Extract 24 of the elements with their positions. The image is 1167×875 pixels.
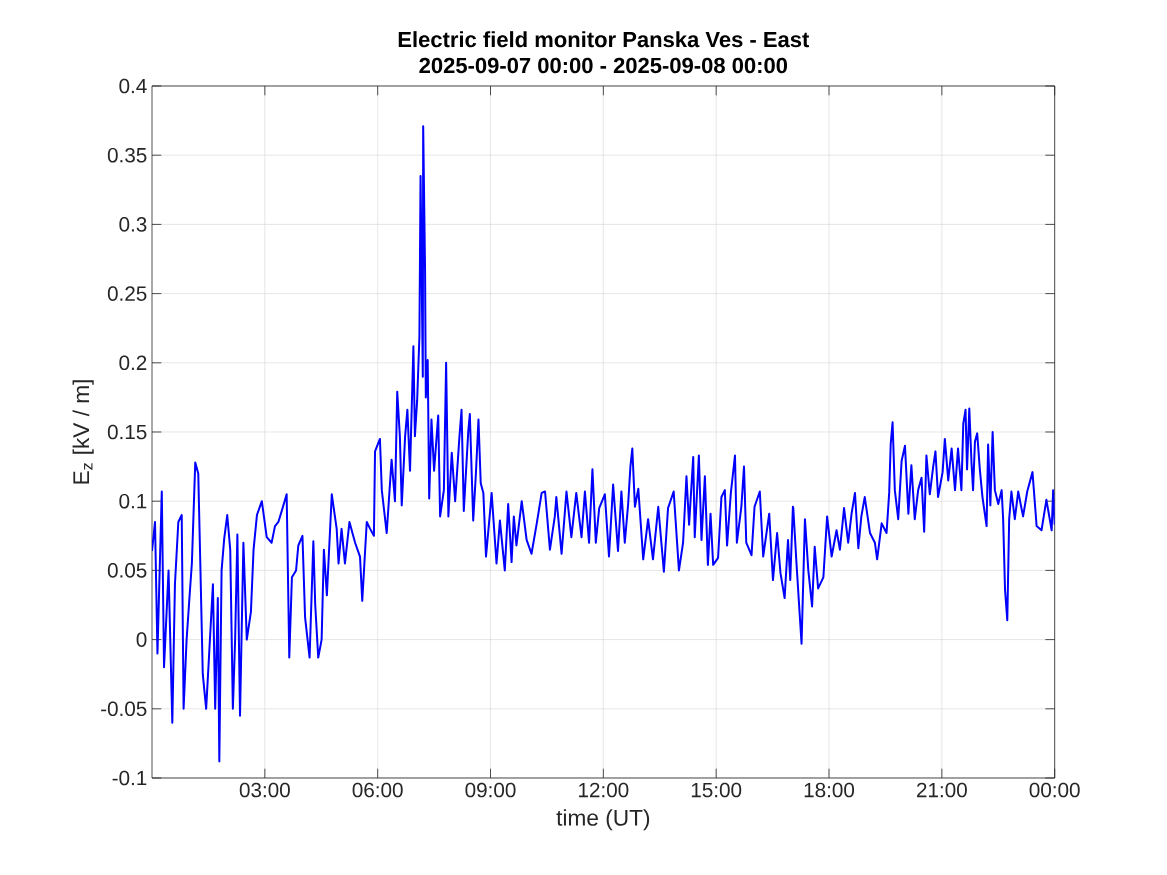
- y-axis-title: E$_{z}$ [kV / m]: [72, 380, 94, 484]
- x-tick-label: 21:00: [917, 782, 967, 798]
- y-tick-label: 0.05: [107, 563, 147, 578]
- x-tick-label: 09:00: [465, 782, 516, 798]
- x-tick-label: 03:00: [239, 782, 290, 798]
- y-tick-label: 0.15: [107, 424, 147, 440]
- y-tick-label: 0.2: [119, 355, 147, 371]
- x-tick-label: 12:00: [579, 782, 629, 798]
- x-tick-label: 06:00: [352, 782, 403, 798]
- y-tick-label: 0.35: [107, 147, 147, 163]
- x-tick-label: 15:00: [691, 782, 742, 798]
- line-series: [152, 125, 1055, 763]
- y-tick-label: -0.05: [101, 701, 147, 717]
- y-tick-label: 0: [136, 632, 147, 647]
- y-tick-label: 0.4: [119, 78, 147, 94]
- x-tick-label: 18:00: [804, 782, 855, 798]
- y-tick-label: 0.3: [119, 217, 147, 232]
- y-tick-label: -0.1: [112, 770, 147, 786]
- y-tick-label: 0.1: [119, 493, 147, 509]
- y-tick-label: 0.25: [107, 286, 147, 301]
- chart-title: Electric field monitor Panska Ves - East: [398, 31, 810, 48]
- x-tick-label: 00:00: [1029, 782, 1080, 798]
- chart-subtitle: 2025-09-07 00:00 - 2025-09-08 00:00: [419, 57, 788, 74]
- x-axis-title: time (UT): [556, 809, 650, 831]
